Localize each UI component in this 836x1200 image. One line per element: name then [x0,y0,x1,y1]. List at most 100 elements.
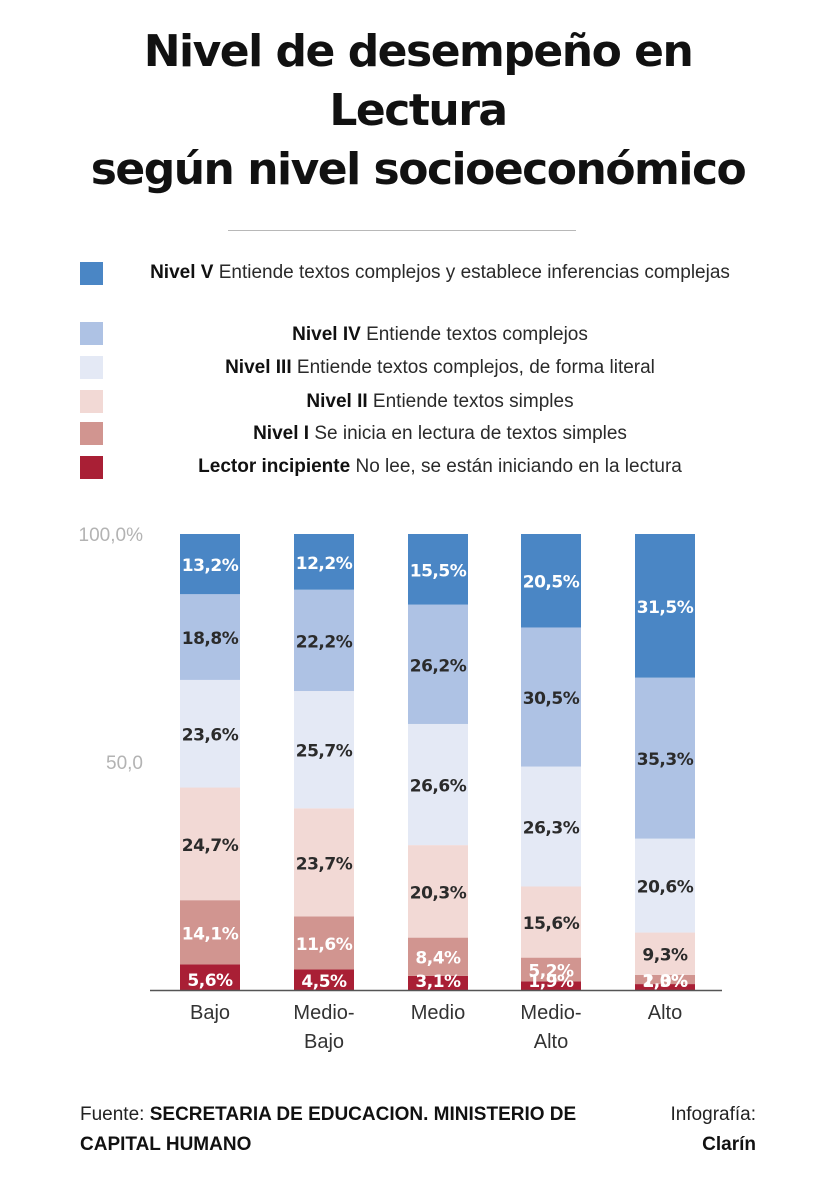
data-label: 26,3% [523,819,580,839]
data-label: 25,7% [296,742,353,762]
data-label: 26,2% [410,656,467,676]
legend-desc: No lee, se están iniciando en la lectura [355,456,682,477]
title-line-1: Nivel de desempeño en [143,26,694,77]
bar-segment [635,838,695,933]
bar-segment [408,845,468,938]
data-label: 20,5% [523,573,580,593]
bar-segment [521,627,581,767]
data-label: 3,1% [415,972,461,992]
legend-name: Nivel II [306,391,368,412]
legend-desc: Entiende textos complejos [366,324,588,345]
bar-segment [521,766,581,887]
data-label: 22,2% [296,632,353,652]
legend-name: Nivel V [150,262,214,283]
category-label: Medio [411,1002,465,1024]
bar-segment [180,964,240,990]
y-tick-label: 100,0% [79,525,144,546]
category-label: Medio- [520,1002,581,1024]
category-label: Medio- [293,1002,354,1024]
credit-body: Clarín [702,1134,756,1155]
bar-segment [294,916,354,970]
bar-segment [408,723,468,846]
category-label: Alto [534,1031,568,1053]
title-line-3: según nivel socioeconómico [90,144,747,195]
bar-segment [521,957,581,982]
data-label: 12,2% [296,554,353,574]
legend-desc: Entiende textos simples [372,391,574,412]
chart-title: Nivel de desempeño en Lectura según nive… [40,22,796,199]
legend-item-nivel-iv: Nivel IV Entiende textos complejos [120,320,760,349]
data-label: 5,6% [187,971,233,991]
bar-segment [635,534,695,678]
data-label: 5,2% [528,961,574,981]
data-label: 9,3% [642,946,688,966]
data-label: 11,6% [296,935,353,955]
data-label: 23,6% [182,726,239,746]
category-label: Alto [648,1002,682,1024]
data-label: 20,6% [637,878,694,898]
data-label: 1,9% [528,972,574,992]
data-label: 4,5% [301,972,347,992]
bar-segment [294,808,354,917]
data-label: 23,7% [296,854,353,874]
data-label: 24,7% [182,836,239,856]
legend-item-nivel-v: Nivel V Entiende textos complejos y esta… [120,258,760,287]
legend-desc: Entiende textos complejos y establece in… [218,262,730,283]
data-label: 14,1% [182,924,239,944]
bar-segment [635,677,695,839]
legend-item-nivel-i: Nivel I Se inicia en lectura de textos s… [120,419,760,448]
data-label: 8,4% [415,949,461,969]
data-label: 20,3% [410,883,467,903]
bar-segment [521,534,581,628]
legend-swatch-nivel-ii [80,390,103,413]
data-label: 2,0% [642,972,688,992]
data-label: 31,5% [637,598,694,618]
legend-name: Lector incipiente [198,456,351,477]
legend-swatch-nivel-i [80,422,103,445]
source-prefix: Fuente: [80,1104,150,1125]
data-label: 18,8% [182,629,239,649]
legend-swatch-nivel-iv [80,322,103,345]
y-tick-label: 50,0 [106,753,143,774]
bar-segment [408,975,468,990]
legend-swatch-lector-incipiente [80,456,103,479]
bar-segment [180,594,240,680]
category-label: Bajo [190,1002,230,1024]
category-label: Bajo [304,1031,344,1053]
bar-segment [180,679,240,788]
bar-segment [635,984,695,990]
legend-item-nivel-iii: Nivel III Entiende textos complejos, de … [120,353,760,382]
bar-segment [635,974,695,985]
legend-item-nivel-ii: Nivel II Entiende textos simples [120,387,760,416]
bar-segment [521,981,581,990]
stacked-bar-chart: 100,0% 50,0 5,6% 14,1% 24,7% 23,6% 18,8% 13,2% B… [79,525,722,1053]
legend: Nivel V Entiende textos complejos y esta… [0,0,836,500]
bar-segment [180,787,240,901]
data-label: 30,5% [523,689,580,709]
bar-segment [408,937,468,976]
source-body: SECRETARIA DE EDUCACION. MINISTERIO DE C… [80,1104,577,1155]
credit-prefix: Infografía: [670,1104,756,1125]
bar-segment [180,534,240,595]
data-label: 35,3% [637,750,694,770]
data-label: 26,6% [410,777,467,797]
bar-segment [408,534,468,605]
data-label: 13,2% [182,556,239,576]
bar-segment [294,969,354,990]
legend-name: Nivel IV [292,324,361,345]
credit-note: Infografía: Clarín [616,1100,756,1160]
bar-segment [180,900,240,965]
legend-swatch-nivel-iii [80,356,103,379]
legend-name: Nivel III [225,357,292,378]
data-label: 15,6% [523,914,580,934]
bar-segment [635,932,695,975]
legend-desc: Entiende textos complejos, de forma lite… [296,357,655,378]
data-label: 15,5% [410,561,467,581]
data-label: 1,3% [642,972,688,992]
legend-swatch-nivel-v [80,262,103,285]
title-divider [228,230,576,231]
legend-desc: Se inicia en lectura de textos simples [314,423,627,444]
bar-segment [408,604,468,724]
bar-segment [294,534,354,590]
legend-item-lector-incipiente: Lector incipiente No lee, se están inici… [120,452,760,481]
